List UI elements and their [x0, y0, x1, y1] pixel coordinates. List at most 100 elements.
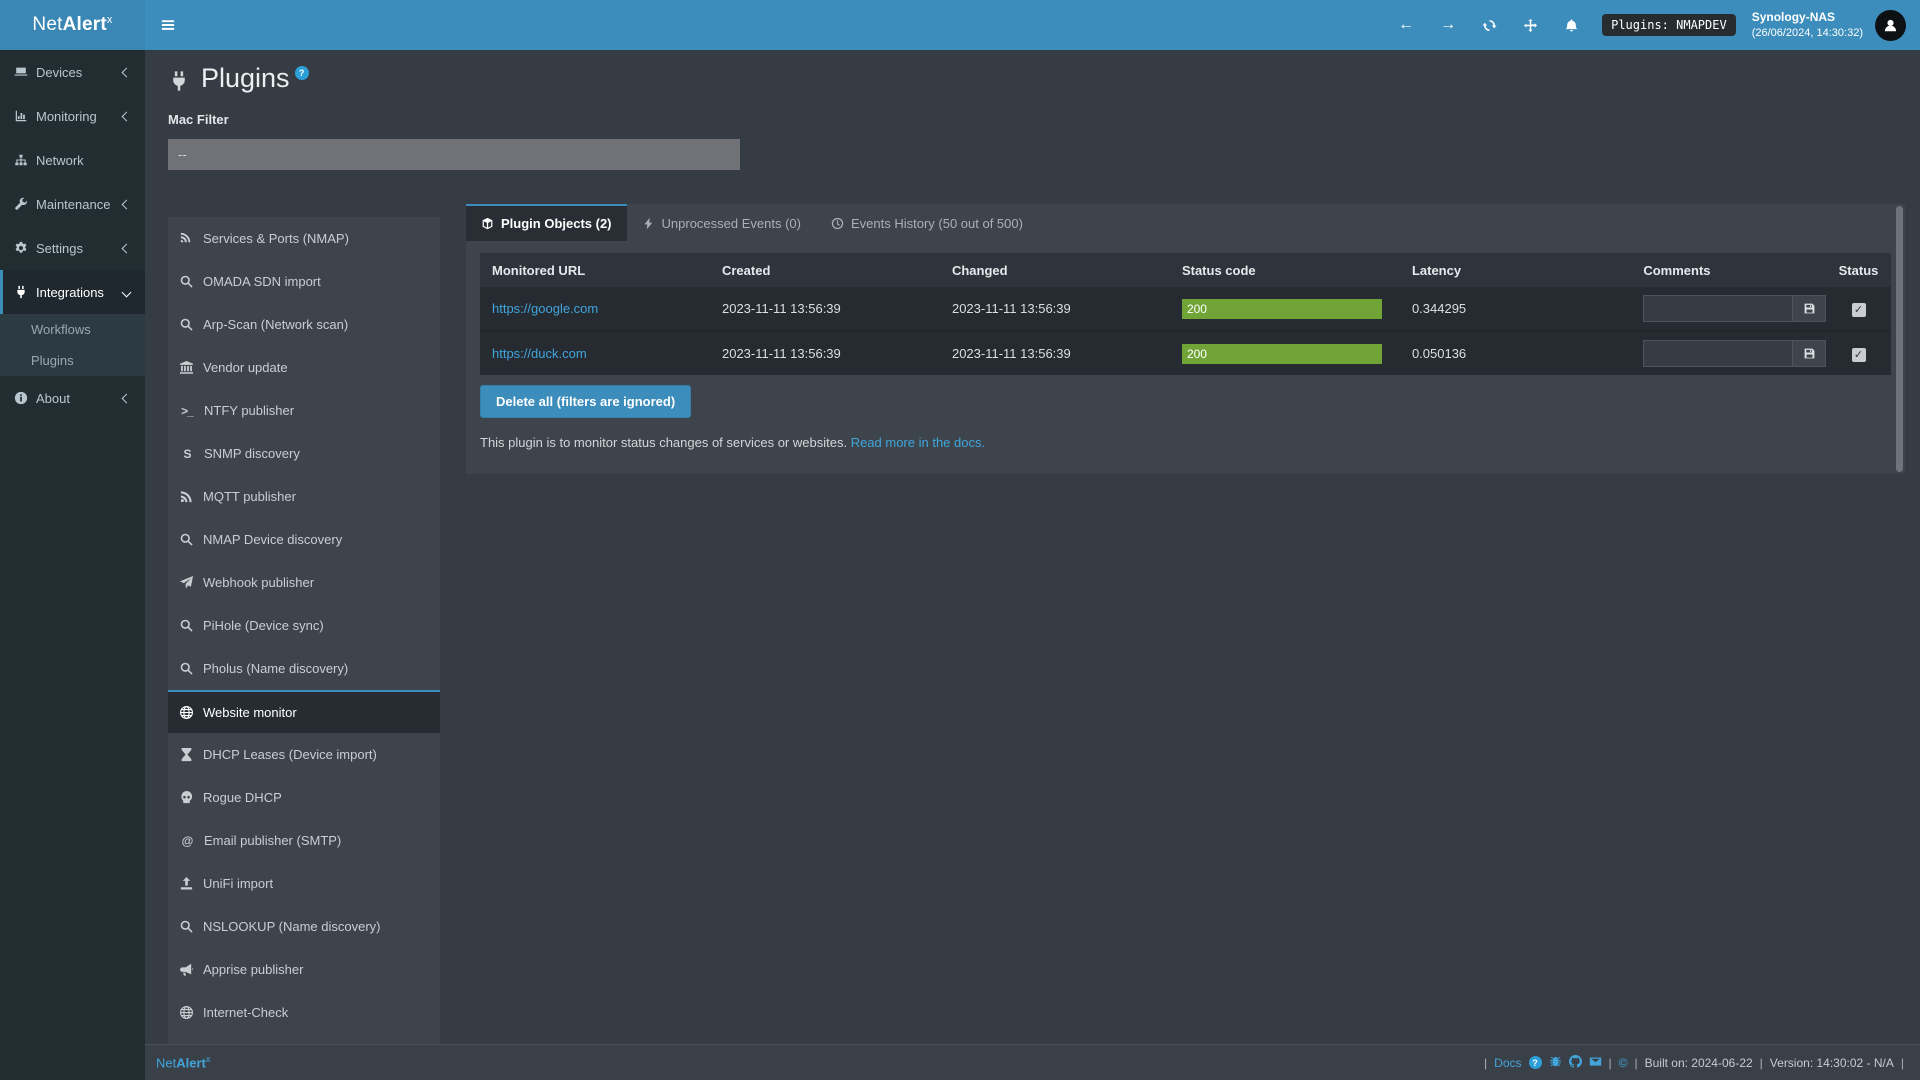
plugin-list-item-label: PiHole (Device sync): [203, 618, 324, 633]
app-logo[interactable]: Net Alert x: [0, 0, 145, 50]
tab-plugin-objects[interactable]: Plugin Objects (2): [466, 204, 627, 241]
mac-filter-section: Mac Filter: [168, 111, 1905, 170]
plugin-list-item[interactable]: NMAP Device discovery: [168, 518, 440, 561]
mac-filter-input[interactable]: [168, 139, 740, 170]
running-plugin-badge[interactable]: Plugins: NMAPDEV: [1602, 14, 1736, 36]
sidebar-toggle-button[interactable]: [145, 0, 191, 50]
delete-all-button[interactable]: Delete all (filters are ignored): [480, 385, 692, 418]
sidebar-item-about[interactable]: About: [0, 376, 145, 420]
help-icon[interactable]: ?: [294, 66, 309, 80]
plugin-list-item[interactable]: Arp-Scan (Network scan): [168, 303, 440, 346]
nav-back-button[interactable]: ←: [1385, 0, 1427, 50]
plugin-list-item[interactable]: NSLOOKUP (Name discovery): [168, 905, 440, 948]
user-avatar[interactable]: [1875, 9, 1906, 41]
plugin-list-item[interactable]: PiHole (Device sync): [168, 604, 440, 647]
plugin-list-item[interactable]: OMADA SDN import: [168, 260, 440, 303]
license-link[interactable]: ©: [1618, 1055, 1628, 1070]
tab-label: Plugin Objects (2): [501, 216, 612, 231]
fullscreen-button[interactable]: [1510, 0, 1551, 50]
sidebar-item-monitoring[interactable]: Monitoring: [0, 94, 145, 138]
host-datetime: (26/06/2024, 14:30:32): [1751, 26, 1863, 39]
sidebar-item-integrations[interactable]: Integrations: [0, 270, 145, 314]
plugin-list-item-label: UniFi import: [203, 876, 274, 891]
nav-forward-button[interactable]: →: [1427, 0, 1469, 50]
plugin-description-text: This plugin is to monitor status changes…: [480, 435, 848, 450]
sidebar-item-settings[interactable]: Settings: [0, 226, 145, 270]
sidebar-item-network[interactable]: Network: [0, 138, 145, 182]
bank-icon: [179, 360, 194, 375]
clock-icon: [831, 217, 844, 230]
column-header-created: Created: [709, 253, 940, 287]
tab-events-history[interactable]: Events History (50 out of 500): [816, 204, 1038, 241]
footer-docs-link[interactable]: Docs: [1494, 1055, 1522, 1070]
sidebar-item-label: Network: [36, 152, 84, 168]
report-bug-link[interactable]: [1549, 1055, 1562, 1071]
rss-icon: [179, 489, 194, 504]
floppy-icon: [1803, 347, 1816, 360]
arrow-right-icon: →: [1440, 16, 1457, 33]
plugin-list-item-label: Email publisher (SMTP): [204, 833, 342, 848]
footer-brand[interactable]: NetAlertx: [156, 1054, 211, 1071]
sidebar-item-plugins[interactable]: Plugins: [31, 353, 74, 368]
table-row: https://duck.com 2023-11-11 13:56:39 202…: [480, 330, 1891, 375]
plugin-list-item[interactable]: Sync Hub: [168, 1034, 440, 1044]
gear-icon: [14, 241, 28, 255]
comment-input[interactable]: [1643, 340, 1794, 367]
main-content: Plugins ? Mac Filter Services & Ports (N…: [145, 50, 1920, 1044]
refresh-button[interactable]: [1469, 0, 1510, 50]
footer: NetAlertx | Docs ? | © | Built on: 2024-…: [145, 1044, 1920, 1080]
plugin-list-item[interactable]: Apprise publisher: [168, 948, 440, 991]
plugin-list-item-selected[interactable]: Website monitor: [168, 690, 440, 733]
plugin-list-item-label: Vendor update: [203, 360, 288, 375]
plugin-list-item-label: Services & Ports (NMAP): [203, 231, 349, 246]
megaphone-icon: [179, 962, 194, 977]
plugin-list-item-label: Website monitor: [203, 705, 297, 720]
plugin-list-item[interactable]: Pholus (Name discovery): [168, 647, 440, 690]
sidebar-item-workflows[interactable]: Workflows: [31, 322, 91, 337]
question-circle-icon[interactable]: ?: [1528, 1056, 1542, 1069]
comment-input[interactable]: [1643, 295, 1794, 322]
plugin-list-item-label: Internet-Check: [203, 1005, 289, 1020]
plugin-list-item[interactable]: UniFi import: [168, 862, 440, 905]
plugin-list-item[interactable]: S SNMP discovery: [168, 432, 440, 475]
plugin-list-item[interactable]: Services & Ports (NMAP): [168, 217, 440, 260]
notifications-button[interactable]: [1551, 0, 1592, 50]
plugin-list-item[interactable]: Vendor update: [168, 346, 440, 389]
tab-label: Unprocessed Events (0): [661, 216, 801, 231]
plugin-list-item-label: SNMP discovery: [204, 446, 300, 461]
table-row: https://google.com 2023-11-11 13:56:39 2…: [480, 287, 1891, 331]
user-icon: [1882, 17, 1899, 34]
sitemap-icon: [14, 153, 28, 167]
chevron-left-icon: [121, 67, 132, 77]
save-comment-button[interactable]: [1793, 295, 1827, 322]
save-comment-button[interactable]: [1793, 340, 1827, 367]
plugin-list-item[interactable]: Internet-Check: [168, 991, 440, 1034]
tab-unprocessed-events[interactable]: Unprocessed Events (0): [627, 204, 816, 241]
sidebar-item-devices[interactable]: Devices: [0, 50, 145, 94]
status-checkbox[interactable]: [1851, 302, 1866, 317]
sidebar-item-maintenance[interactable]: Maintenance: [0, 182, 145, 226]
github-link[interactable]: [1569, 1055, 1582, 1071]
search-icon: [179, 532, 194, 547]
plugin-list-item[interactable]: Webhook publisher: [168, 561, 440, 604]
plugin-list-item[interactable]: @ Email publisher (SMTP): [168, 819, 440, 862]
plugin-list-item[interactable]: DHCP Leases (Device import): [168, 733, 440, 776]
top-navbar: Net Alert x ← → Plugins: NMAPDEV Synology-…: [0, 0, 1920, 50]
search-icon: [179, 919, 194, 934]
sidebar-item-label: Settings: [36, 240, 83, 256]
plugin-list: Services & Ports (NMAP) OMADA SDN import…: [168, 217, 440, 1044]
status-checkbox[interactable]: [1851, 347, 1866, 362]
email-link[interactable]: [1589, 1055, 1602, 1071]
plugin-list-item[interactable]: Rogue DHCP: [168, 776, 440, 819]
plugin-list-item[interactable]: MQTT publisher: [168, 475, 440, 518]
monitored-url-link[interactable]: https://google.com: [492, 301, 599, 316]
move-arrows-icon: [1523, 18, 1538, 33]
cube-icon: [481, 217, 494, 230]
monitored-url-link[interactable]: https://duck.com: [492, 346, 587, 361]
status-code-bar: 200: [1181, 343, 1383, 364]
plugin-list-item-label: Arp-Scan (Network scan): [203, 317, 349, 332]
plugin-list-item[interactable]: >_ NTFY publisher: [168, 389, 440, 432]
created-cell: 2023-11-11 13:56:39: [709, 330, 940, 375]
docs-link[interactable]: Read more in the docs.: [850, 435, 986, 450]
panel-scrollbar[interactable]: [1896, 206, 1903, 472]
